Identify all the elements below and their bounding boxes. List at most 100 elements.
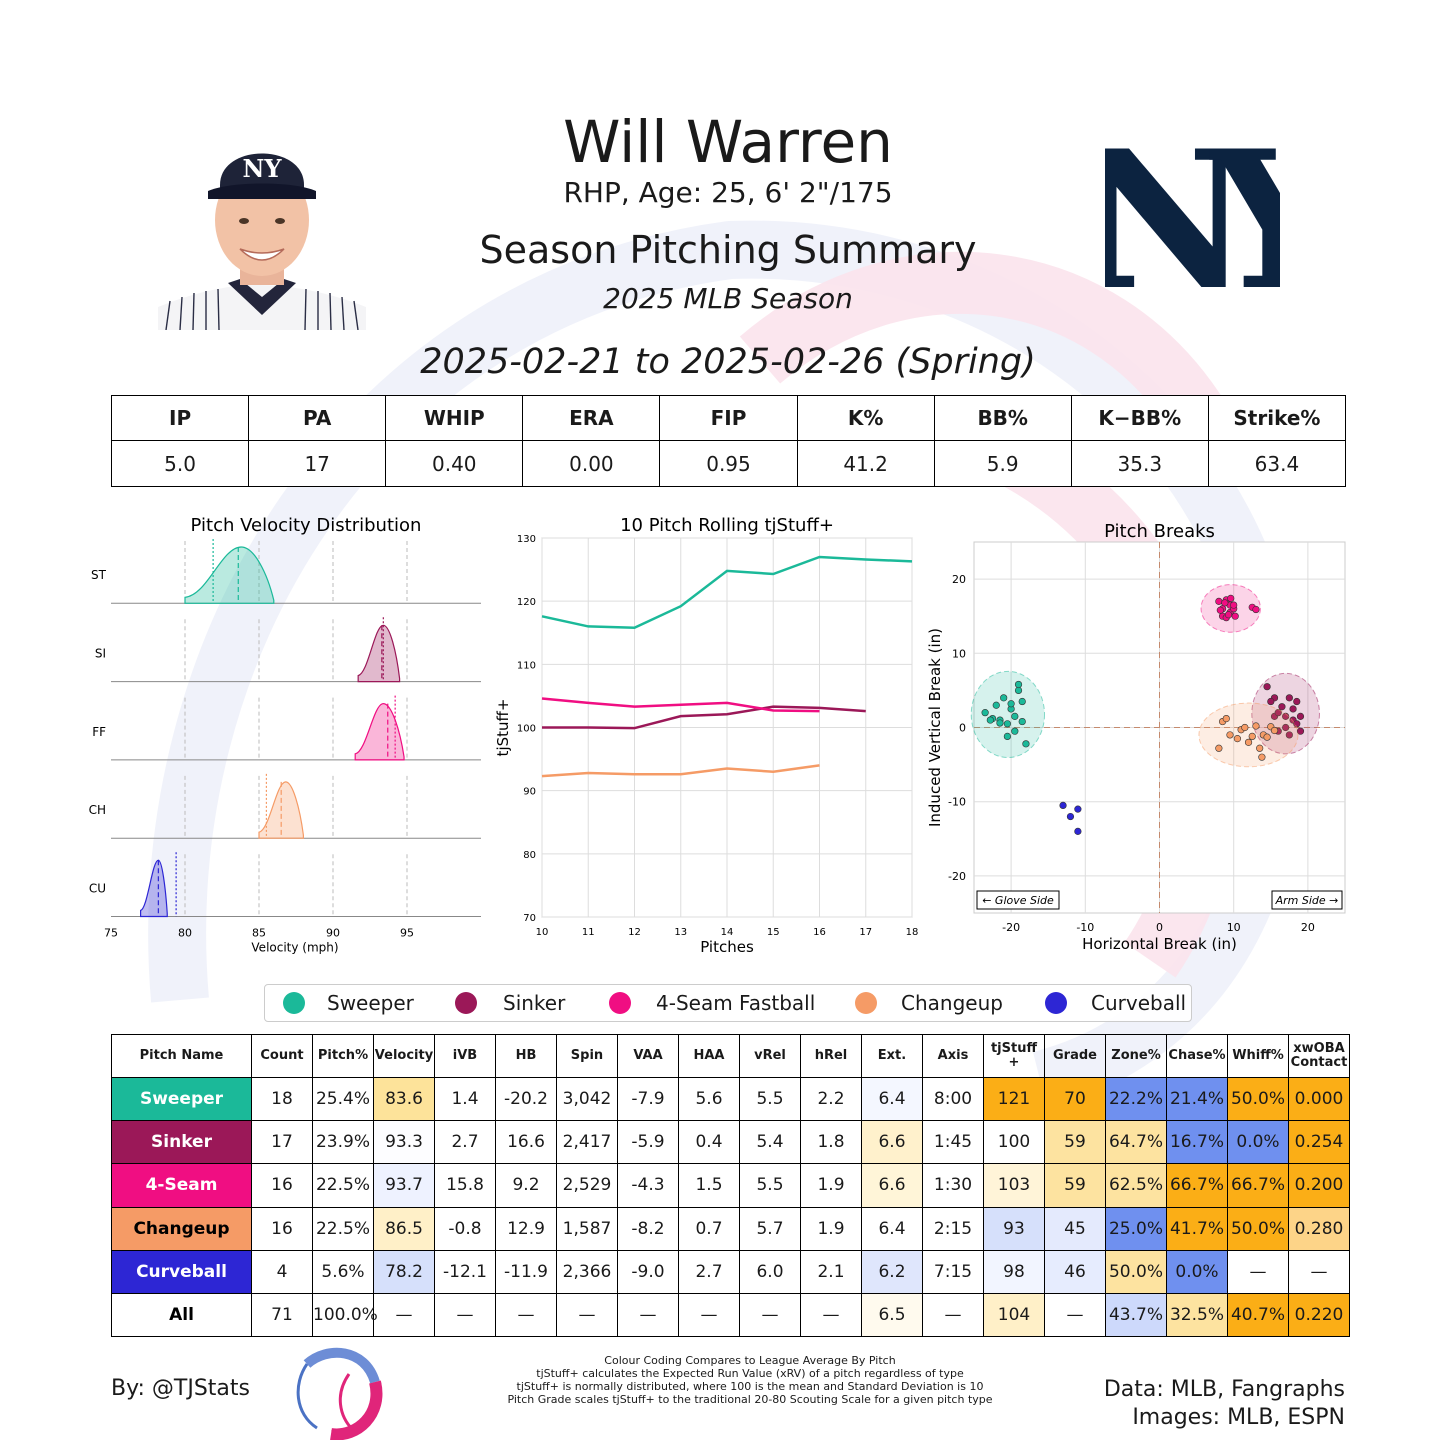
break-point: [1014, 686, 1023, 695]
break-point: [1222, 714, 1230, 723]
stuff-line: [541, 764, 820, 778]
break-point: [996, 719, 1004, 727]
metric-cell: 100.0%: [312, 1292, 378, 1338]
metric-cell: 6.5: [861, 1292, 923, 1338]
tick-label: 95: [400, 927, 414, 940]
break-point: [1285, 694, 1293, 702]
break-point: [1233, 735, 1242, 743]
tick-label: -10: [1076, 921, 1094, 934]
velocity-density: [140, 859, 168, 918]
legend-marker: [609, 992, 631, 1014]
metric-cell: 0.220: [1288, 1292, 1350, 1338]
metric-cell: -7.9: [617, 1076, 679, 1122]
metric-cell: 59: [1044, 1163, 1106, 1208]
metric-cell: 1.9: [800, 1206, 862, 1251]
tjstats-logo: STATS: [291, 1347, 383, 1440]
team-logo: NY: [1105, 122, 1280, 322]
metric-cell: 22.5%: [312, 1206, 374, 1251]
metric-cell: —: [434, 1292, 496, 1338]
player-headshot: NY: [158, 153, 366, 330]
stat-header: WHIP: [385, 395, 524, 441]
metric-cell: 104: [983, 1292, 1045, 1338]
pitch-name-cell: Sinker: [111, 1120, 252, 1165]
break-point: [1241, 723, 1249, 732]
legend-marker: [1045, 992, 1067, 1014]
tick-label: 10: [952, 647, 966, 660]
metric-cell: —: [1227, 1249, 1289, 1294]
stat-value: 35.3: [1070, 440, 1209, 487]
chart-title: Pitch Breaks: [1104, 521, 1215, 542]
break-point: [1018, 717, 1026, 726]
metric-cell: 64.7%: [1105, 1120, 1167, 1165]
legend-label: Sinker: [503, 991, 566, 1015]
metric-cell: 66.7%: [1227, 1163, 1289, 1208]
chart-title: Pitch Velocity Distribution: [191, 515, 422, 536]
metric-cell: 1,587: [556, 1206, 618, 1251]
break-point: [1059, 801, 1067, 810]
metric-cell: 25.0%: [1105, 1206, 1167, 1251]
metric-cell: 71: [251, 1292, 313, 1338]
summary-title: Season Pitching Summary: [479, 228, 977, 272]
tick-label: 15: [767, 927, 780, 938]
break-point: [1011, 712, 1019, 720]
x-axis-label: Pitches: [700, 938, 754, 956]
metric-cell: 1.8: [800, 1120, 862, 1165]
metric-cell: 12.9: [495, 1206, 557, 1251]
row-label: FF: [92, 725, 106, 739]
metric-cell: 2.7: [434, 1120, 496, 1165]
metric-cell: 4: [251, 1249, 313, 1294]
stat-value: 0.00: [522, 440, 661, 487]
tick-label: 18: [906, 927, 919, 938]
tick-label: 75: [104, 927, 118, 940]
metric-cell: 21.4%: [1166, 1076, 1228, 1122]
note-line: Colour Coding Compares to League Average…: [604, 1354, 896, 1367]
column-header: tjStuff +: [983, 1034, 1045, 1078]
stat-header: IP: [110, 395, 250, 441]
images-source: Images: MLB, ESPN: [1132, 1405, 1345, 1430]
x-axis-label: Velocity (mph): [251, 941, 338, 955]
break-point: [1018, 697, 1026, 706]
velocity-distribution-chart: Pitch Velocity Distribution ST SI FF CH CU 75 8…: [89, 515, 481, 955]
table-row: Curveball 4 5.6% 78.2 -12.1 -11.9 2,366 -9.0 2.7…: [111, 1249, 1350, 1294]
metric-cell: 6.6: [861, 1163, 923, 1208]
metric-cell: 2,529: [556, 1163, 618, 1208]
metric-cell: 0.0%: [1166, 1249, 1228, 1294]
glove-side-box: [976, 890, 1060, 910]
stat-value: 63.4: [1207, 440, 1347, 487]
season-label: 2025 MLB Season: [603, 282, 853, 315]
metric-cell: 86.5: [373, 1206, 435, 1251]
metric-cell: 41.7%: [1166, 1206, 1228, 1251]
metric-cell: 2.1: [800, 1249, 862, 1294]
break-point: [1258, 753, 1266, 761]
break-point: [992, 701, 1000, 709]
metric-cell: 6.2: [861, 1249, 923, 1294]
velocity-density: [357, 624, 401, 683]
stuff-line: [541, 555, 913, 629]
tick-label: 10: [1227, 921, 1241, 934]
break-point: [1230, 601, 1238, 609]
break-point: [1267, 697, 1275, 706]
break-point: [1293, 697, 1301, 706]
tick-label: 70: [523, 913, 536, 924]
column-header: xwOBA Contact: [1288, 1034, 1350, 1078]
table-row: Changeup 16 22.5% 86.5 -0.8 12.9 1,587 -8.2 0.7 5…: [111, 1206, 1350, 1251]
metric-cell: 0.280: [1288, 1206, 1350, 1251]
break-point: [1263, 733, 1271, 741]
metric-cell: -12.1: [434, 1249, 496, 1294]
tick-label: -20: [948, 870, 966, 883]
metric-cell: -8.2: [617, 1206, 679, 1251]
metric-cell: 5.5: [739, 1163, 801, 1208]
break-point: [1074, 827, 1082, 835]
break-point: [1226, 731, 1234, 739]
stat-value: 5.0: [110, 440, 250, 487]
metric-cell: 6.0: [739, 1249, 801, 1294]
metric-cell: 17: [251, 1120, 313, 1165]
column-header: iVB: [434, 1034, 496, 1078]
break-point: [1296, 727, 1305, 735]
metric-cell: —: [800, 1292, 862, 1338]
column-header: Axis: [922, 1034, 984, 1078]
tick-label: 11: [582, 927, 595, 938]
metric-cell: 2.2: [800, 1076, 862, 1122]
metric-cell: 16: [251, 1163, 313, 1208]
column-header: Chase%: [1166, 1034, 1228, 1078]
